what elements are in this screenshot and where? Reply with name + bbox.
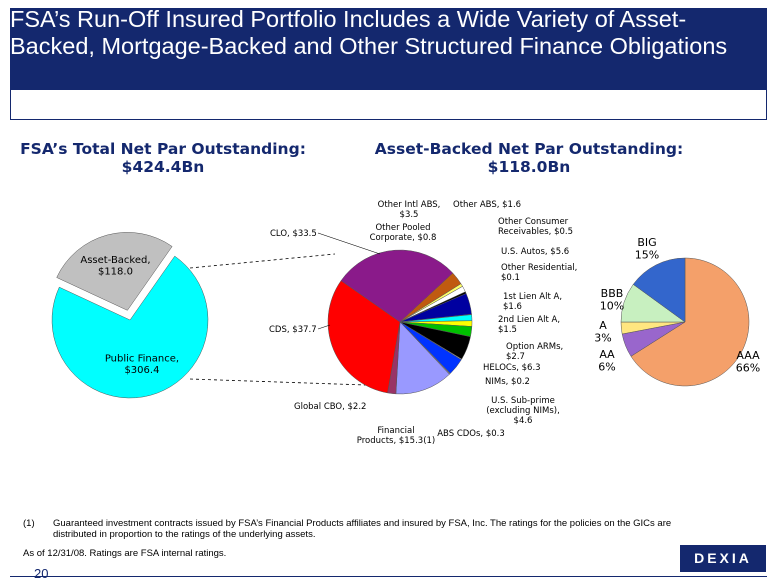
header-strip	[10, 90, 767, 120]
pie-label-big: BIG 15%	[635, 236, 659, 262]
connector-bottom	[189, 378, 396, 387]
pie-label-global-cbo: Global CBO, $2.2	[294, 402, 366, 412]
pie-label-other-consumer-receivables: Other Consumer Receivables, $0.5	[498, 217, 573, 237]
footnote-number: (1)	[23, 518, 35, 529]
pie-label-u-s-sub-prime-excluding-nims: U.S. Sub-prime (excluding NIMs), $4.6	[486, 396, 560, 426]
leader-line-cds	[317, 324, 331, 330]
page-title: FSA’s Run-Off Insured Portfolio Includes…	[10, 6, 728, 59]
footer-divider	[10, 576, 767, 577]
pie-label-clo: CLO, $33.5	[270, 229, 317, 239]
total-net-par-pie	[51, 232, 209, 399]
pie-slice-clo	[340, 249, 454, 323]
footnote-text: Guaranteed investment contracts issued b…	[53, 518, 672, 540]
pie-label-option-arms: Option ARMs, $2.7	[506, 342, 563, 362]
pie-label-aa: AA 6%	[598, 348, 615, 374]
pie-slice-cds	[327, 280, 401, 394]
asset-backed-pie	[327, 249, 473, 395]
as-of-note: As of 12/31/08. Ratings are FSA internal…	[23, 548, 227, 559]
pie-label-helocs: HELOCs, $6.3	[483, 363, 541, 373]
pie-label-other-pooled-corporate: Other Pooled Corporate, $0.8	[370, 223, 437, 243]
pie-label-2nd-lien-alt-a: 2nd Lien Alt A, $1.5	[498, 315, 560, 335]
connector-lines	[189, 253, 396, 387]
pie-slice-public-finance	[51, 255, 209, 399]
pie-label-abs-cdos: ABS CDOs, $0.3	[437, 429, 505, 439]
pie-label-other-residential: Other Residential, $0.1	[501, 263, 577, 283]
pie-label-asset-backed: Asset-Backed, $118.0	[80, 255, 150, 278]
pie-label-1st-lien-alt-a: 1st Lien Alt A, $1.6	[503, 292, 562, 312]
header-bar	[10, 8, 767, 90]
middle-chart-title: Asset-Backed Net Par Outstanding: $118.0…	[374, 140, 684, 176]
pie-labels: Public Finance, $306.4 Asset-Backed, $118.0…	[80, 200, 760, 446]
pie-label-aaa: AAA 66%	[736, 349, 760, 375]
pie-label-nims: NIMs, $0.2	[485, 377, 530, 387]
pie-label-bbb: BBB 10%	[600, 287, 624, 313]
pie-slice-asset-backed	[56, 232, 173, 311]
leader-line-clo	[317, 232, 381, 255]
pie-slice-aaa	[630, 257, 750, 387]
pie-label-other-intl-abs: Other Intl ABS, $3.5	[378, 200, 441, 220]
pie-slice-big	[632, 257, 686, 323]
pie-label-public-finance: Public Finance, $306.4	[105, 353, 179, 376]
left-chart-title: FSA’s Total Net Par Outstanding: $424.4B…	[20, 140, 306, 176]
connector-top	[189, 253, 336, 269]
pie-label-u-s-autos: U.S. Autos, $5.6	[501, 247, 569, 257]
pie-label-other-abs: Other ABS, $1.6	[453, 200, 521, 210]
pie-label-financial-products: Financial Products, $15.3(1)	[357, 426, 435, 446]
pie-label-cds: CDS, $37.7	[269, 325, 317, 335]
pie-label-a: A 3%	[594, 319, 611, 345]
page-number: 20	[34, 566, 49, 581]
dexia-logo: DEXIA	[680, 545, 766, 572]
ratings-pie	[620, 257, 750, 387]
pie-slice-financial-products	[395, 321, 450, 395]
